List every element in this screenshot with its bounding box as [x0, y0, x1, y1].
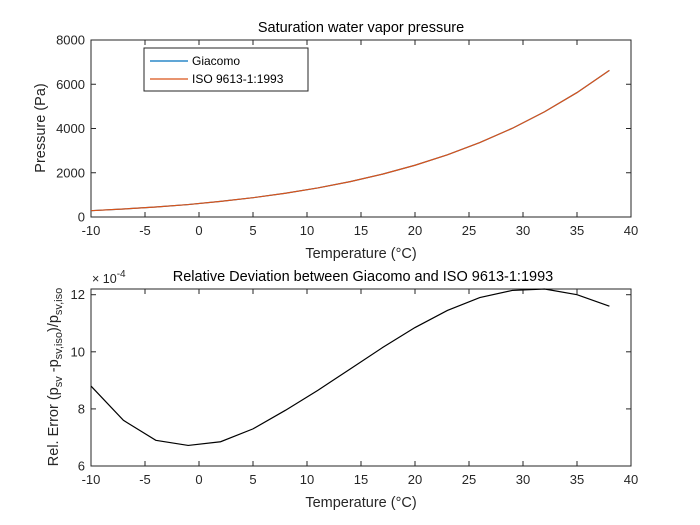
- top-y-tick-label: 0: [78, 210, 85, 225]
- top-y-axis-label: Pressure (Pa): [33, 83, 49, 172]
- bottom-x-tick-label: 20: [408, 472, 422, 487]
- top-y-tick-label: 2000: [56, 165, 85, 180]
- bottom-y-tick-label: 12: [71, 287, 85, 302]
- bottom-x-axis-label: Temperature (°C): [305, 495, 416, 511]
- ylabel-main: Rel. Error (p: [46, 387, 62, 466]
- bottom-x-tick-label: 10: [300, 472, 314, 487]
- bottom-x-tick-label: -5: [139, 472, 151, 487]
- legend-label-giacomo: Giacomo: [192, 54, 240, 68]
- bottom-chart-title: Relative Deviation between Giacomo and I…: [173, 269, 553, 285]
- bottom-x-tick-label: 40: [624, 472, 638, 487]
- bottom-exponent-label: × 10-4: [92, 269, 126, 286]
- top-y-tick-label: 6000: [56, 77, 85, 92]
- bottom-chart: Relative Deviation between Giacomo and I…: [46, 269, 638, 511]
- bottom-plot-area: [90, 288, 632, 467]
- bottom-y-ticks: 6 8 10 12: [71, 287, 631, 474]
- top-x-tick-label: 40: [624, 223, 638, 238]
- top-y-tick-label: 8000: [56, 33, 85, 48]
- bottom-x-ticks: -10 -5 0 5 10 15 20 25 30 35 40: [82, 289, 638, 487]
- top-x-tick-label: 30: [516, 223, 530, 238]
- bottom-x-tick-label: 0: [195, 472, 202, 487]
- ylabel-close: )/p: [46, 315, 62, 332]
- top-y-tick-label: 4000: [56, 121, 85, 136]
- bottom-x-tick-label: -10: [82, 472, 101, 487]
- top-legend: Giacomo ISO 9613-1:1993: [143, 47, 309, 92]
- top-x-tick-label: -5: [139, 223, 151, 238]
- ylabel-sub2: sv,iso: [53, 332, 65, 359]
- top-series-line-iso-9613-1-1993: [90, 69, 610, 212]
- top-x-ticks: -10 -5 0 5 10 15 20 25 30 35 40: [82, 40, 638, 238]
- bottom-x-tick-label: 15: [354, 472, 368, 487]
- bottom-x-tick-label: 30: [516, 472, 530, 487]
- bottom-x-tick-label: 25: [462, 472, 476, 487]
- top-chart: Saturation water vapor pressure -10 -5 0 5 1…: [33, 20, 638, 262]
- top-x-tick-label: 10: [300, 223, 314, 238]
- bottom-x-tick-label: 5: [249, 472, 256, 487]
- top-chart-title: Saturation water vapor pressure: [258, 20, 464, 36]
- bottom-x-tick-label: 35: [570, 472, 584, 487]
- ylabel-mid: -p: [46, 359, 62, 376]
- bottom-series-lines: [90, 288, 610, 447]
- top-x-tick-label: 5: [249, 223, 256, 238]
- top-x-tick-label: 35: [570, 223, 584, 238]
- bottom-y-tick-label: 8: [78, 401, 85, 416]
- bottom-y-tick-label: 10: [71, 344, 85, 359]
- exponent-power: -4: [117, 269, 126, 280]
- legend-label-iso: ISO 9613-1:1993: [192, 72, 284, 86]
- top-series-lines: [90, 69, 610, 212]
- top-x-axis-label: Temperature (°C): [305, 246, 416, 262]
- bottom-y-tick-label: 6: [78, 459, 85, 474]
- top-x-tick-label: 20: [408, 223, 422, 238]
- ylabel-sub3: sv,iso: [53, 288, 65, 315]
- legend-box: [143, 47, 309, 92]
- ylabel-sub1: sv: [53, 376, 65, 388]
- bottom-series-line-relative-deviation: [90, 288, 610, 447]
- top-x-tick-label: 25: [462, 223, 476, 238]
- top-y-ticks: 0 2000 4000 6000 8000: [56, 33, 631, 225]
- top-x-tick-label: 15: [354, 223, 368, 238]
- top-x-tick-label: -10: [82, 223, 101, 238]
- bottom-y-axis-label: Rel. Error (psv -psv,iso)/psv,iso: [46, 288, 65, 466]
- top-x-tick-label: 0: [195, 223, 202, 238]
- exponent-base: × 10: [92, 272, 117, 286]
